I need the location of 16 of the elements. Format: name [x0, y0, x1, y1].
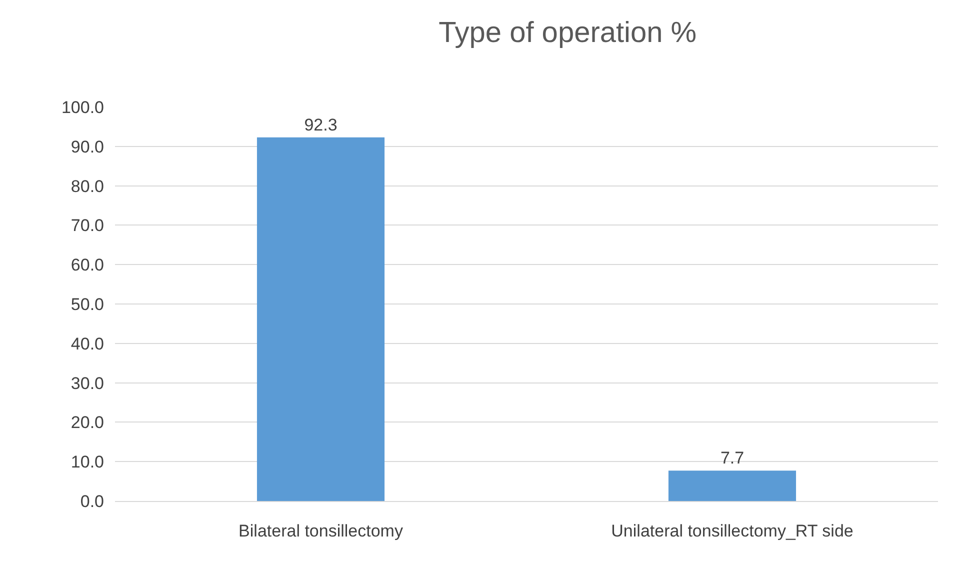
y-tick-label: 10.0 [70, 452, 104, 472]
x-tick-label: Bilateral tonsillectomy [238, 521, 404, 540]
y-tick-label: 30.0 [70, 374, 104, 393]
y-tick-label: 70.0 [70, 216, 104, 236]
y-tick-label: 60.0 [70, 256, 104, 275]
data-label: 92.3 [304, 115, 338, 134]
y-tick-label: 90.0 [70, 137, 104, 156]
y-tick-label: 50.0 [70, 294, 104, 314]
y-tick-label: 40.0 [70, 334, 104, 354]
y-tick-label: 100.0 [61, 98, 104, 117]
y-tick-label: 80.0 [70, 176, 104, 196]
y-tick-label: 20.0 [70, 413, 104, 432]
x-tick-label: Unilateral tonsillectomy_RT side [611, 521, 854, 540]
y-tick-label: 0.0 [80, 492, 104, 511]
chart-title: Type of operation % [438, 16, 697, 49]
data-label: 7.7 [720, 448, 744, 468]
